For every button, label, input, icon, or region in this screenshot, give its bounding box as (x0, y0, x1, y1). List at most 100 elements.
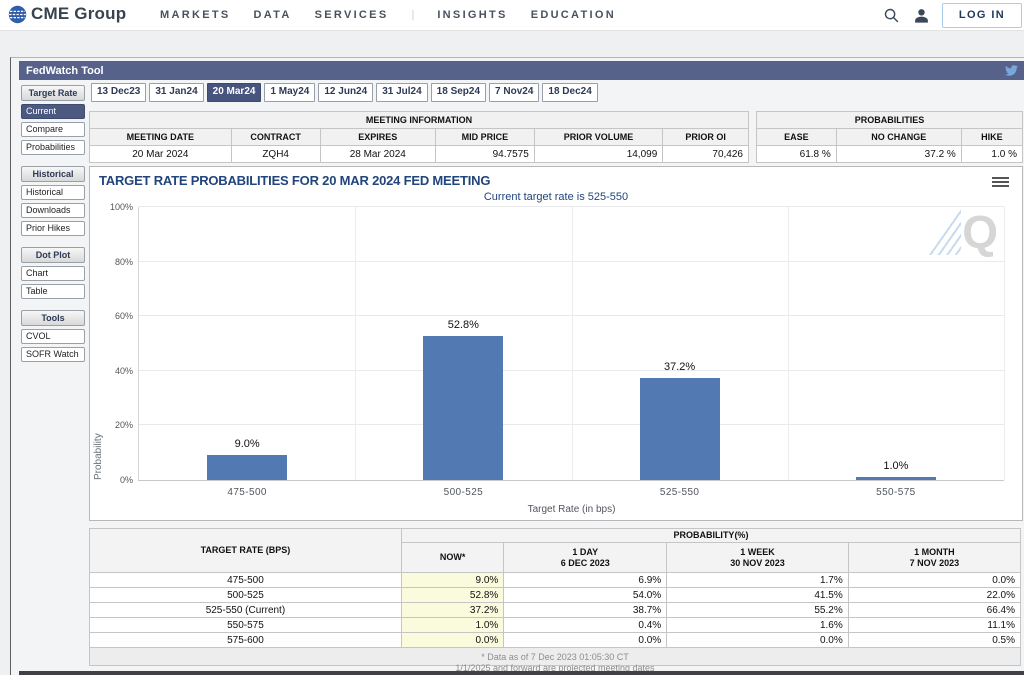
bottom-divider-bar (19, 671, 1024, 675)
prob-cell: 0.4% (503, 617, 668, 633)
prob-cell: 66.4% (847, 602, 1022, 618)
tab-31-jan24[interactable]: 31 Jan24 (149, 83, 204, 102)
prob-cell: 11.1% (847, 617, 1022, 633)
sidebar-header-target-rate: Target Rate (21, 85, 85, 101)
sidebar-item-prior-hikes[interactable]: Prior Hikes (21, 221, 85, 236)
nav-separator: | (411, 9, 415, 21)
bar-value-label: 52.8% (447, 318, 479, 331)
tab-13-dec23[interactable]: 13 Dec23 (91, 83, 147, 102)
bar-value-label: 37.2% (664, 361, 696, 374)
probability-summary-table: PROBABILITIES EASE NO CHANGE HIKE 61.8 % 37.2… (756, 111, 1024, 163)
bar-475-500 (207, 455, 288, 480)
tab-1-may24[interactable]: 1 May24 (264, 83, 316, 102)
sidebar-header-historical: Historical (21, 166, 85, 182)
sidebar-item-chart[interactable]: Chart (21, 266, 85, 281)
data-asof-footnote: * Data as of 7 Dec 2023 01:05:30 CT (89, 647, 1021, 666)
login-button[interactable]: LOG IN (942, 2, 1022, 28)
y-tick-label: 60% (114, 311, 133, 322)
col-header-expires: EXPIRES (319, 128, 436, 146)
table-row: 500-525 52.8% 54.0% 41.5% 22.0% (89, 587, 1022, 603)
sidebar-header-dot-plot: Dot Plot (21, 247, 85, 263)
y-tick-label: 0% (119, 475, 133, 485)
probability-history-table: TARGET RATE (BPS) PROBABILITY(%) NOW* 1 DAY… (89, 528, 1022, 666)
nav-item-insights[interactable]: INSIGHTS (437, 9, 508, 21)
meeting-info-table-caption: MEETING INFORMATION (89, 111, 749, 129)
x-tick-label: 500-525 (443, 487, 484, 498)
probability-summary-table-grid: PROBABILITIES EASE NO CHANGE HIKE 61.8 % 37.2… (756, 111, 1024, 163)
value-cell-hike: 1.0 % (960, 145, 1024, 163)
tab-18-dec24[interactable]: 18 Dec24 (542, 83, 598, 102)
nav-item-markets[interactable]: MARKETS (160, 9, 231, 21)
prob-cell: 38.7% (503, 602, 668, 618)
sidebar-section-gap (21, 302, 85, 310)
col-header-ease: EASE (756, 128, 837, 146)
rate-cell: 575-600 (89, 632, 402, 648)
bar-value-label: 9.0% (234, 438, 260, 451)
nav-item-services[interactable]: SERVICES (314, 9, 389, 21)
table-row: 475-500 9.0% 6.9% 1.7% 0.0% (89, 572, 1022, 588)
prob-cell: 0.0% (400, 632, 505, 648)
prob-cell: 0.0% (666, 632, 849, 648)
sidebar-item-cvol[interactable]: CVOL (21, 329, 85, 344)
user-icon[interactable] (912, 6, 930, 24)
cme-logo[interactable]: CME Group (8, 4, 126, 24)
probability-summary-table-caption: PROBABILITIES (756, 111, 1023, 129)
sidebar-item-compare[interactable]: Compare (21, 122, 85, 137)
tab-12-jun24[interactable]: 12 Jun24 (318, 83, 374, 102)
prob-cell: 54.0% (503, 587, 668, 603)
fedwatch-title: FedWatch Tool (26, 65, 104, 77)
col-header-contract: CONTRACT (230, 128, 321, 146)
prob-cell: 0.0% (503, 632, 668, 648)
rate-header: TARGET RATE (BPS) (89, 528, 402, 573)
chart-title: TARGET RATE PROBABILITIES FOR 20 MAR 202… (99, 173, 491, 188)
primary-nav: MARKETS DATA SERVICES | INSIGHTS EDUCATION (160, 0, 616, 30)
rate-cell: 500-525 (89, 587, 402, 603)
value-cell-ease: 61.8 % (756, 145, 837, 163)
sidebar-section-gap (21, 239, 85, 247)
prob-cell: 52.8% (400, 587, 505, 603)
rate-cell: 550-575 (89, 617, 402, 633)
v-gridline (355, 207, 357, 480)
sidebar-item-table[interactable]: Table (21, 284, 85, 299)
x-tick-label: 475-500 (227, 487, 267, 498)
meeting-date-tabs: 13 Dec23 31 Jan24 20 Mar24 1 May24 12 Jun24 3… (91, 83, 598, 102)
sidebar-item-downloads[interactable]: Downloads (21, 203, 85, 218)
quikstrike-watermark: Q (927, 209, 998, 255)
tab-31-jul24[interactable]: 31 Jul24 (376, 83, 428, 102)
tab-20-mar24[interactable]: 20 Mar24 (206, 83, 262, 102)
prob-cell: 9.0% (400, 572, 505, 588)
globe-icon (8, 5, 27, 23)
value-cell-meeting-date: 20 Mar 2024 (89, 145, 232, 163)
prob-cell: 0.5% (847, 632, 1022, 648)
sidebar-item-current[interactable]: Current (21, 104, 85, 119)
sidebar-item-historical[interactable]: Historical (21, 185, 85, 200)
period-header-1-month: 1 MONTH 7 NOV 2023 (847, 542, 1022, 573)
period-header-1-day: 1 DAY 6 DEC 2023 (503, 542, 668, 573)
probability-group-header: PROBABILITY(%) (400, 528, 1022, 543)
period-header-now: NOW* (400, 542, 505, 573)
nav-item-data[interactable]: DATA (253, 9, 292, 21)
chart-menu-icon[interactable] (992, 175, 1009, 189)
value-cell-expires: 28 Mar 2024 (319, 145, 436, 163)
y-tick-label: 80% (114, 256, 133, 267)
sidebar-item-probabilities[interactable]: Probabilities (21, 140, 85, 155)
search-icon[interactable] (882, 6, 900, 24)
prob-cell: 41.5% (666, 587, 849, 603)
sidebar-header-tools: Tools (21, 310, 85, 326)
bar-500-525 (423, 335, 504, 480)
bar-525-550 (639, 378, 720, 480)
bar-550-575 (855, 477, 936, 480)
prob-cell: 22.0% (847, 587, 1022, 603)
value-cell-contract: ZQH4 (230, 145, 321, 163)
nav-actions: LOG IN (882, 0, 1022, 30)
tab-7-nov24[interactable]: 7 Nov24 (489, 83, 540, 102)
chart-subtitle: Current target rate is 525-550 (483, 191, 629, 203)
twitter-icon[interactable] (1005, 64, 1018, 82)
prob-cell: 1.0% (400, 617, 505, 633)
col-header-no-change: NO CHANGE (835, 128, 962, 146)
nav-item-education[interactable]: EDUCATION (530, 9, 616, 21)
tab-18-sep24[interactable]: 18 Sep24 (430, 83, 487, 102)
sidebar-item-sofr-watch[interactable]: SOFR Watch (21, 347, 85, 362)
watermark-q: Q (962, 206, 998, 258)
table-row: 525-550 (Current) 37.2% 38.7% 55.2% 66.4% (89, 602, 1022, 618)
